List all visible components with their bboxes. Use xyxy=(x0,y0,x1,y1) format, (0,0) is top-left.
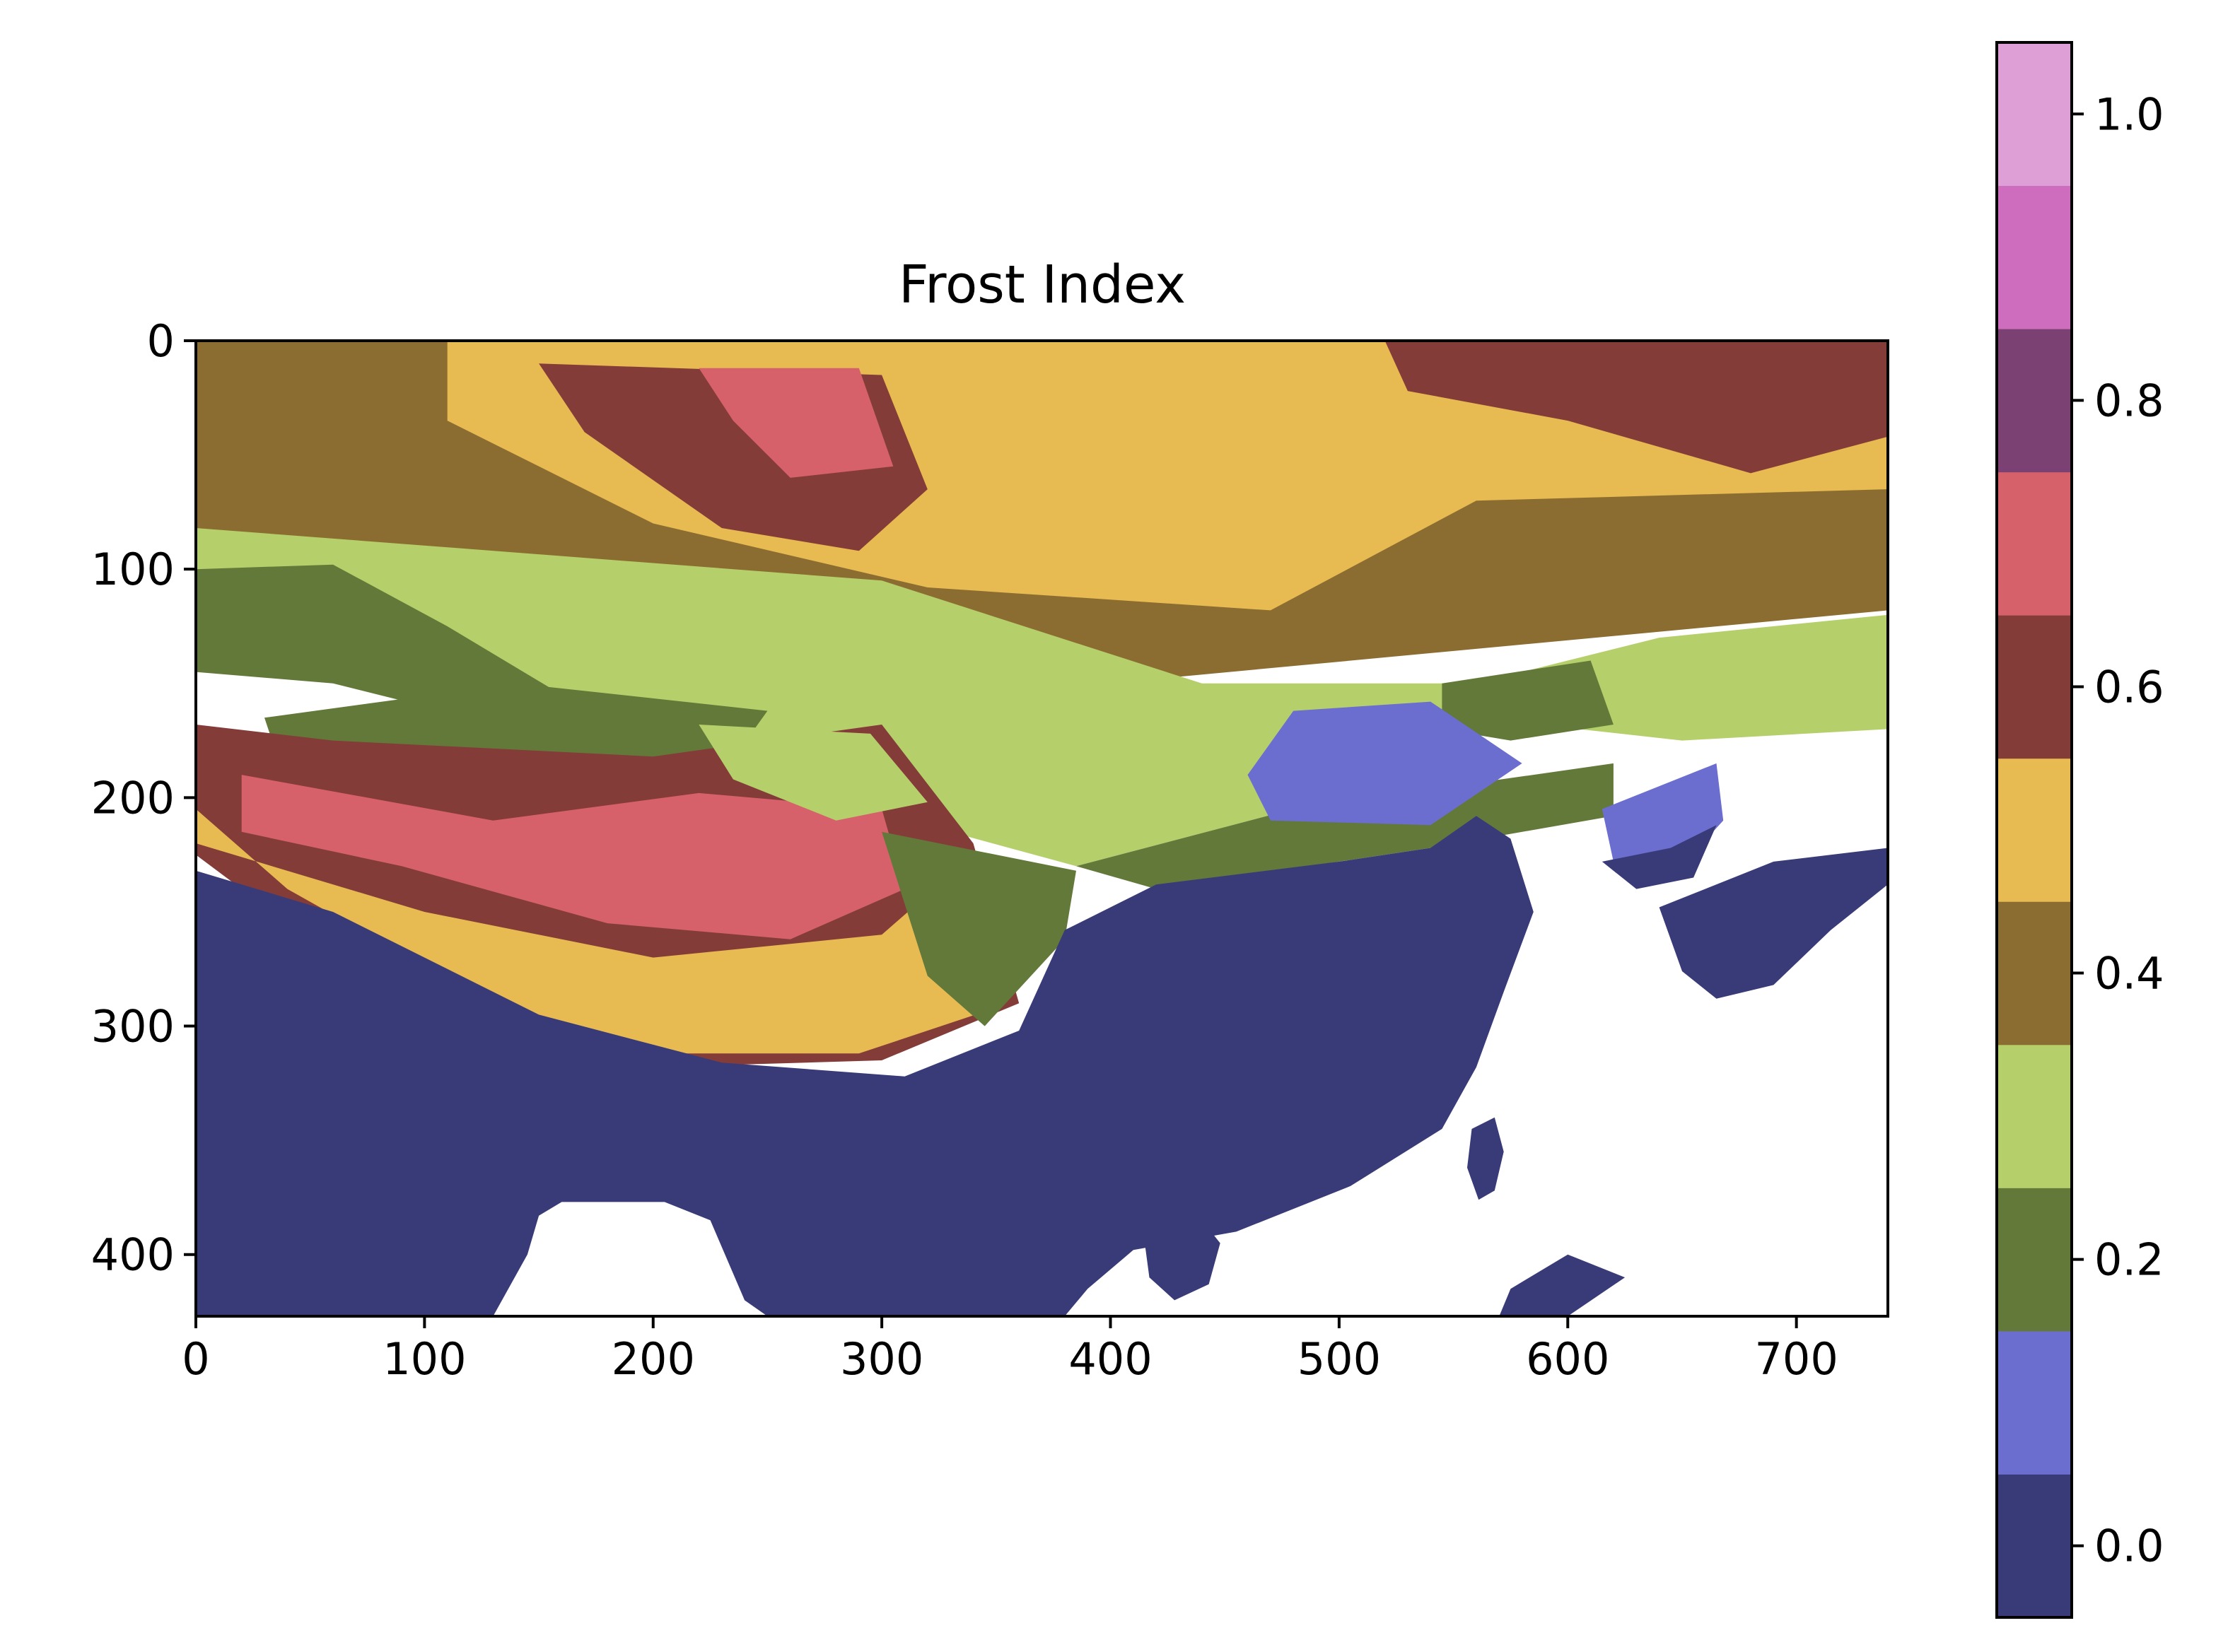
heatmap-region-19 xyxy=(1659,848,1888,999)
colorbar-tick-label: 0.6 xyxy=(2094,661,2164,713)
heatmap-region-5 xyxy=(196,528,1888,867)
x-tick-label: 500 xyxy=(1297,1333,1381,1385)
heatmap-region-2 xyxy=(1384,341,1888,474)
y-tick-label: 200 xyxy=(91,772,175,824)
heatmap-region-18 xyxy=(1602,825,1717,889)
colorbar-frame xyxy=(1995,41,2073,1619)
colorbar-bin-5 xyxy=(1997,758,2072,902)
x-tick-label: 0 xyxy=(182,1333,209,1385)
y-tick-label: 300 xyxy=(91,1001,175,1053)
y-tick-label: 100 xyxy=(91,544,175,595)
colorbar-bin-8 xyxy=(1997,329,2072,473)
heatmap-region-13 xyxy=(196,809,1042,1054)
heatmap-region-16 xyxy=(882,831,1076,1026)
colorbar-bin-9 xyxy=(1997,185,2072,329)
heatmap-region-6 xyxy=(196,564,562,730)
x-axis: 0 100 200 300 400 500 600 700 xyxy=(182,1316,1838,1385)
plot-area xyxy=(194,339,1889,1318)
colorbar: 0.0 0.2 0.4 0.6 0.8 1.0 xyxy=(1995,41,2164,1619)
heatmap-region-20 xyxy=(1467,1117,1504,1200)
colorbar-tick-label: 1.0 xyxy=(2094,88,2164,140)
x-tick-label: 700 xyxy=(1754,1333,1838,1385)
heatmap-region-4 xyxy=(699,368,894,478)
heatmap-region-14 xyxy=(241,775,905,939)
x-tick-label: 400 xyxy=(1068,1333,1152,1385)
colorbar-bin-7 xyxy=(1997,471,2072,616)
heatmap-region-21 xyxy=(1145,1220,1220,1301)
plot-frame xyxy=(194,339,1889,1318)
heatmap-region-15 xyxy=(699,725,928,821)
heatmap-image xyxy=(196,341,1888,1316)
chart-title: Frost Index xyxy=(899,254,1186,315)
colorbar-bin-1 xyxy=(1997,1330,2072,1475)
colorbar-tick-label: 0.4 xyxy=(2094,948,2164,1000)
colorbar-bin-2 xyxy=(1997,1188,2072,1332)
heatmap-region-17 xyxy=(196,816,1534,1316)
y-tick-label: 0 xyxy=(147,315,175,367)
x-tick-label: 600 xyxy=(1526,1333,1609,1385)
heatmap-region-8 xyxy=(1076,763,1614,889)
y-tick-label: 400 xyxy=(91,1229,175,1281)
x-tick-label: 300 xyxy=(840,1333,923,1385)
colorbar-tick-label: 0.0 xyxy=(2094,1521,2164,1572)
x-tick-label: 100 xyxy=(383,1333,466,1385)
colorbar-bin-6 xyxy=(1997,615,2072,759)
heatmap-region-22 xyxy=(1499,1254,1626,1316)
colorbar-bin-10 xyxy=(1997,42,2072,187)
colorbar-bin-4 xyxy=(1997,901,2072,1045)
y-axis: 0 100 200 300 400 xyxy=(91,315,196,1281)
colorbar-bin-3 xyxy=(1997,1044,2072,1188)
colorbar-tick-label: 0.2 xyxy=(2094,1234,2164,1286)
colorbar-bin-0 xyxy=(1997,1474,2072,1618)
colorbar-tick-label: 0.8 xyxy=(2094,375,2164,426)
heatmap-region-10 xyxy=(1247,701,1522,826)
x-tick-label: 200 xyxy=(612,1333,695,1385)
heatmap-region-9 xyxy=(1442,660,1614,741)
